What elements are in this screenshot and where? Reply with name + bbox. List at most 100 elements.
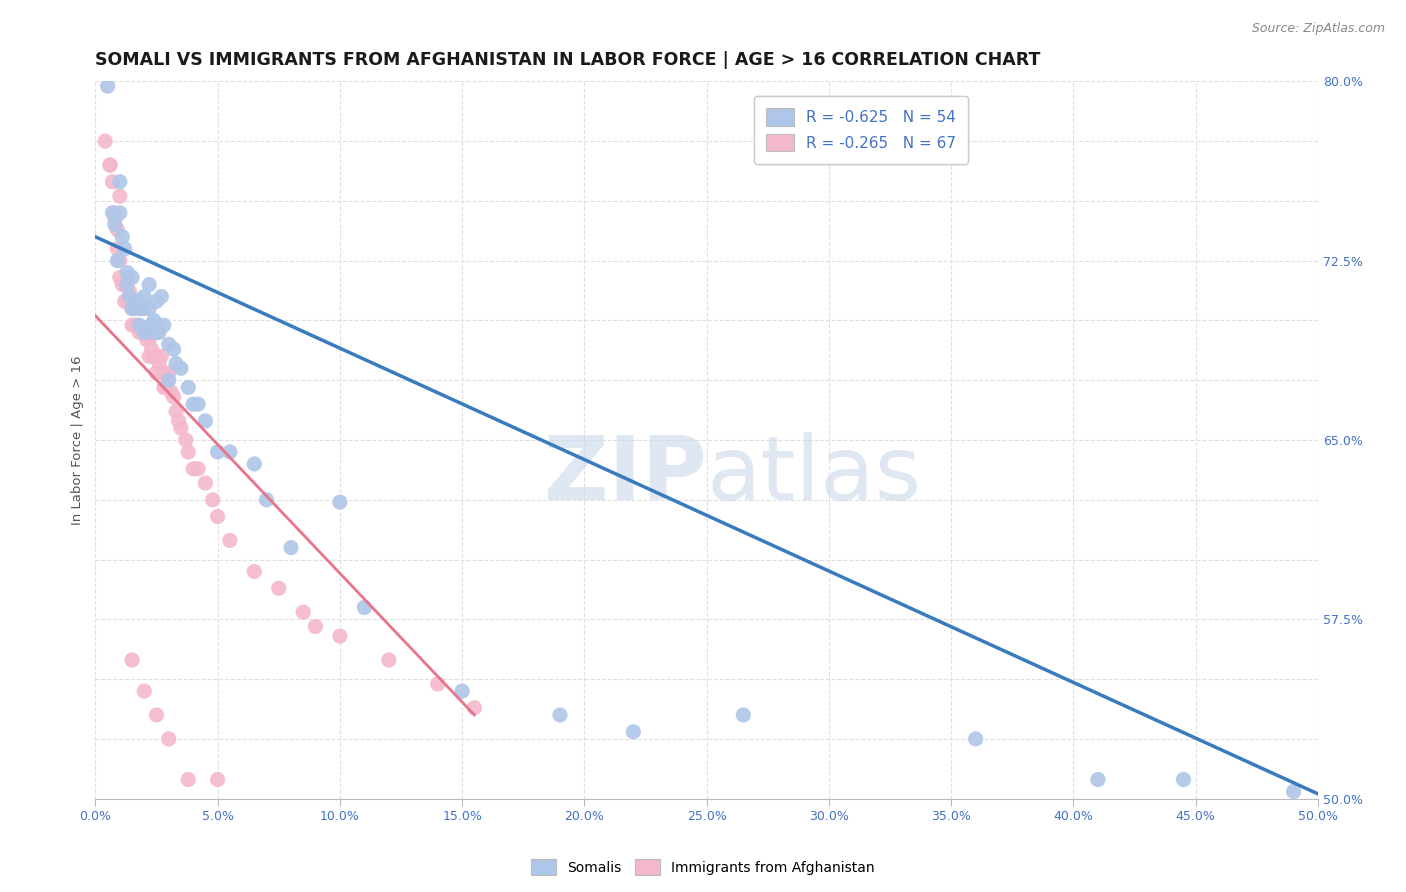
Point [1282, 784, 1305, 798]
Point [548, 708, 571, 723]
Point [243, 565, 266, 579]
Point [121, 301, 143, 316]
Point [167, 414, 190, 428]
Point [621, 724, 644, 739]
Point [153, 380, 176, 394]
Point [207, 445, 229, 459]
Point [121, 653, 143, 667]
Point [733, 708, 755, 723]
Point [104, 213, 127, 227]
Point [135, 333, 157, 347]
Point [353, 600, 375, 615]
Point [194, 476, 217, 491]
Point [98, 158, 121, 172]
Point [134, 289, 156, 303]
Point [165, 404, 187, 418]
Point [114, 242, 136, 256]
Point [218, 533, 240, 548]
Point [105, 222, 128, 236]
Text: ZIP: ZIP [544, 433, 707, 519]
Point [134, 326, 156, 340]
Point [128, 301, 150, 316]
Point [218, 445, 240, 459]
Point [141, 318, 163, 333]
Point [131, 301, 153, 316]
Point [187, 461, 209, 475]
Point [105, 253, 128, 268]
Point [157, 373, 180, 387]
Point [97, 79, 120, 94]
Text: SOMALI VS IMMIGRANTS FROM AFGHANISTAN IN LABOR FORCE | AGE > 16 CORRELATION CHAR: SOMALI VS IMMIGRANTS FROM AFGHANISTAN IN… [96, 51, 1040, 69]
Point [134, 684, 156, 698]
Point [157, 366, 180, 380]
Point [160, 385, 183, 400]
Point [124, 301, 146, 316]
Point [177, 380, 200, 394]
Point [148, 326, 170, 340]
Point [115, 270, 138, 285]
Text: atlas: atlas [707, 433, 922, 519]
Point [162, 342, 184, 356]
Point [128, 318, 150, 333]
Point [181, 397, 204, 411]
Point [207, 772, 229, 787]
Point [118, 285, 141, 299]
Point [121, 301, 143, 316]
Point [115, 277, 138, 292]
Point [177, 445, 200, 459]
Point [329, 629, 352, 643]
Point [145, 349, 167, 363]
Point [463, 701, 485, 715]
Point [134, 301, 156, 316]
Point [104, 206, 127, 220]
Text: Source: ZipAtlas.com: Source: ZipAtlas.com [1251, 22, 1385, 36]
Point [111, 229, 134, 244]
Point [141, 342, 163, 356]
Point [1173, 772, 1195, 787]
Point [1087, 772, 1109, 787]
Point [292, 605, 315, 619]
Point [105, 242, 128, 256]
Point [153, 366, 176, 380]
Point [128, 301, 150, 316]
Point [194, 414, 217, 428]
Point [280, 541, 302, 555]
Point [108, 189, 131, 203]
Point [174, 433, 197, 447]
Point [108, 270, 131, 285]
Point [128, 326, 150, 340]
Point [108, 206, 131, 220]
Point [138, 333, 160, 347]
Point [118, 289, 141, 303]
Point [94, 134, 117, 148]
Point [170, 421, 193, 435]
Point [135, 326, 157, 340]
Point [329, 495, 352, 509]
Point [155, 380, 177, 394]
Point [162, 390, 184, 404]
Point [145, 366, 167, 380]
Point [256, 492, 278, 507]
Point [114, 294, 136, 309]
Point [115, 266, 138, 280]
Point [108, 253, 131, 268]
Point [426, 677, 449, 691]
Point [150, 289, 173, 303]
Point [145, 326, 167, 340]
Point [157, 337, 180, 351]
Point [114, 277, 136, 292]
Point [451, 684, 474, 698]
Point [115, 294, 138, 309]
Point [134, 326, 156, 340]
Point [207, 509, 229, 524]
Point [165, 357, 187, 371]
Y-axis label: In Labor Force | Age > 16: In Labor Force | Age > 16 [72, 355, 84, 524]
Point [125, 294, 148, 309]
Point [121, 270, 143, 285]
Point [108, 175, 131, 189]
Point [143, 349, 166, 363]
Point [101, 206, 124, 220]
Point [143, 313, 166, 327]
Point [138, 301, 160, 316]
Point [148, 357, 170, 371]
